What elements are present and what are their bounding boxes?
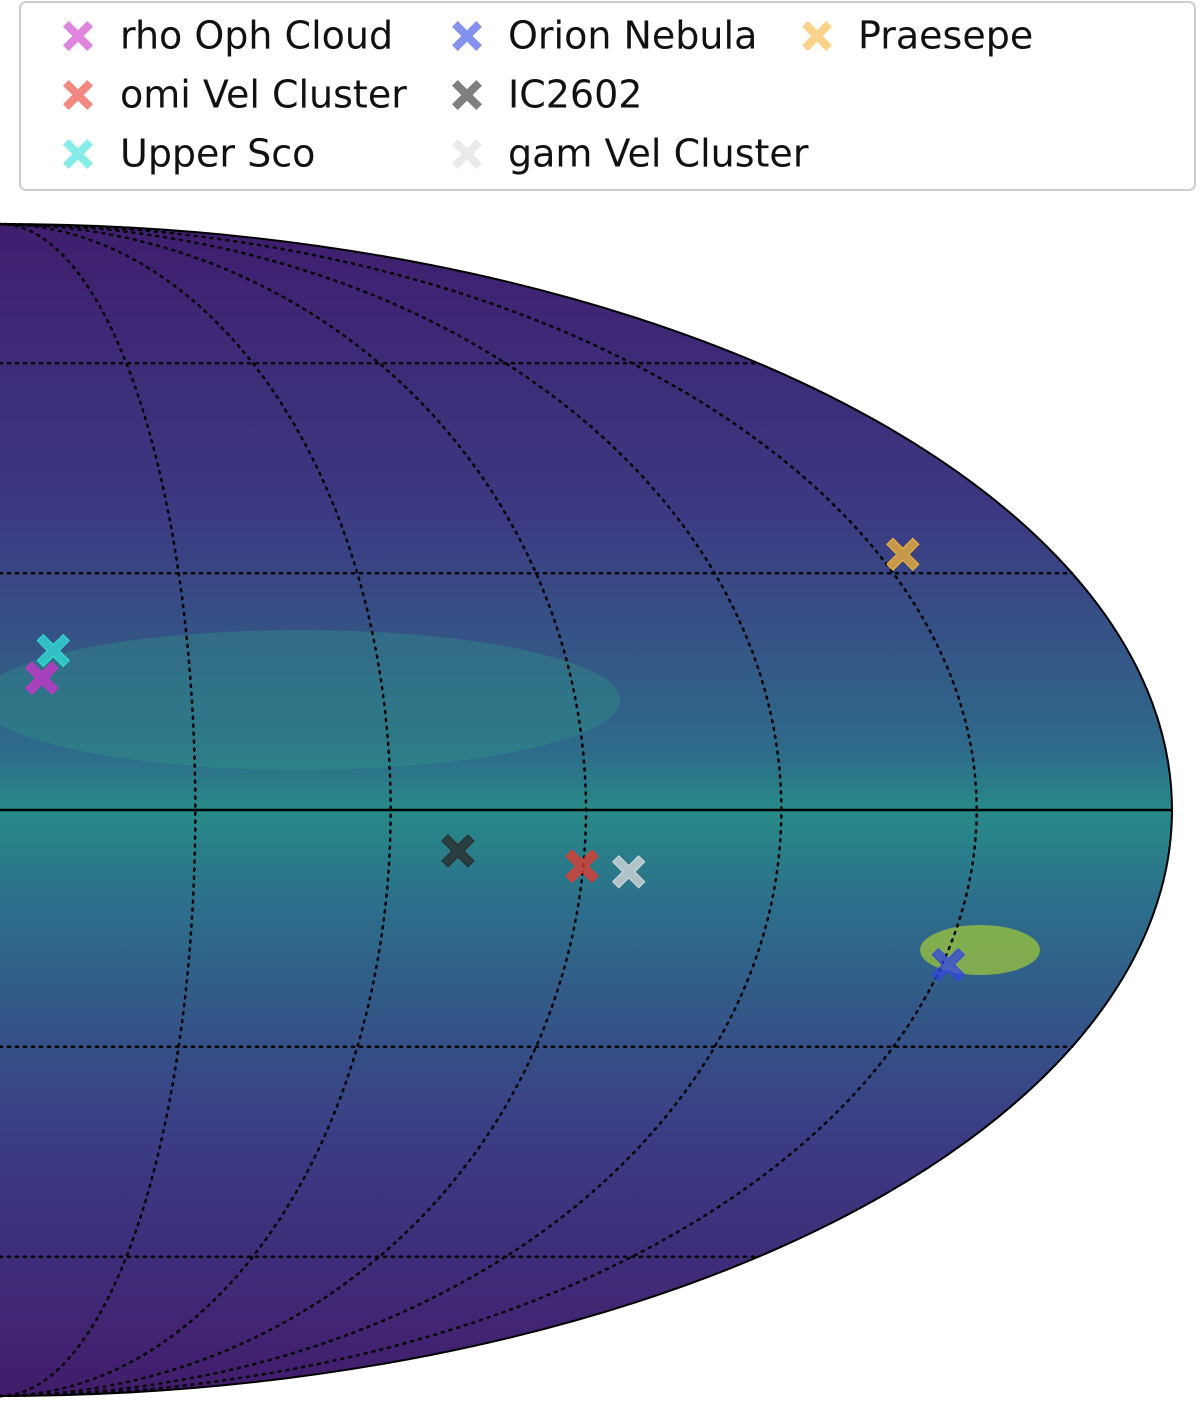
cluster-marker	[886, 537, 920, 572]
legend-label: gam Vel Cluster	[508, 132, 809, 176]
legend-label: Praesepe	[858, 14, 1033, 58]
legend-label: Upper Sco	[120, 132, 315, 176]
legend-box	[19, 1, 1196, 191]
legend-label: rho Oph Cloud	[120, 14, 393, 58]
legend-marker	[63, 80, 93, 110]
sky-band	[0, 630, 620, 770]
legend-marker	[452, 21, 482, 51]
cluster-marker	[25, 661, 59, 695]
legend-label: Orion Nebula	[508, 14, 757, 58]
legend-marker	[452, 80, 482, 110]
legend-marker	[63, 21, 93, 51]
cluster-marker	[611, 855, 646, 889]
legend-marker	[452, 139, 482, 169]
legend-label: IC2602	[508, 73, 642, 117]
sky-map	[0, 224, 1172, 1396]
cluster-marker	[36, 633, 70, 668]
sky-background	[0, 224, 1172, 1396]
meridian-grid-line	[0, 222, 197, 1398]
map-border	[0, 223, 1173, 1397]
cluster-marker	[931, 947, 966, 982]
meridian-grid-line	[0, 222, 392, 1398]
cluster-marker	[565, 849, 599, 883]
legend-marker	[63, 139, 93, 169]
legend-marker	[802, 21, 832, 51]
cluster-marker	[441, 834, 475, 868]
legend-label: omi Vel Cluster	[120, 73, 407, 117]
